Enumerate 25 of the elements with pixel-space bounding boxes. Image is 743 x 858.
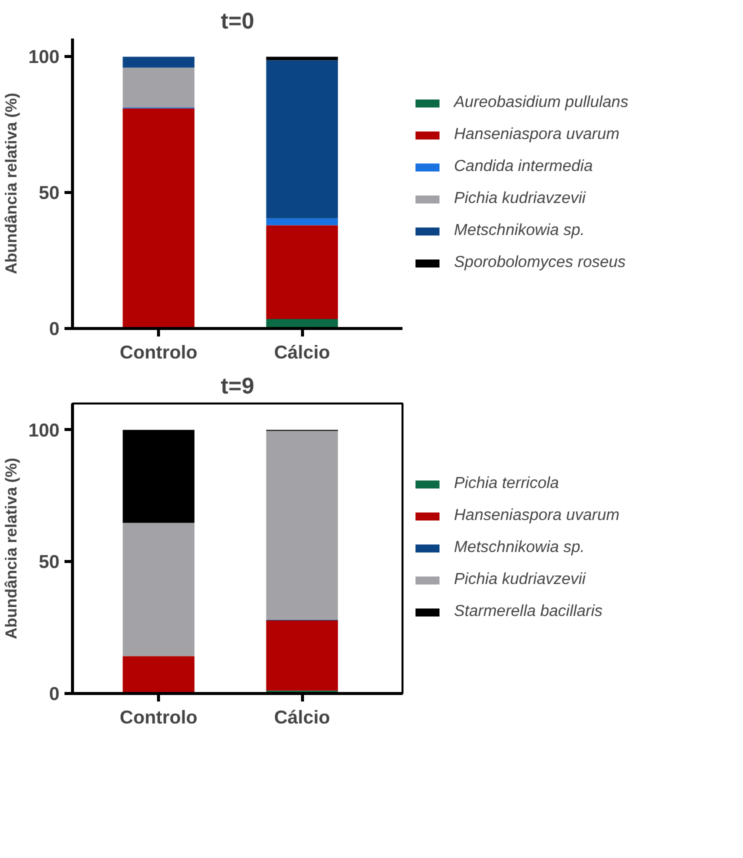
y-tick-label: 100: [28, 46, 60, 68]
legend-label: Metschnikowia sp.: [454, 222, 585, 240]
legend-label: Pichia terricola: [454, 475, 559, 493]
legend-label: Pichia kudriavzevii: [454, 571, 586, 589]
legend-label: Hanseniaspora uvarum: [454, 507, 620, 525]
legend-label: Sporobolomyces roseus: [454, 254, 626, 272]
x-tick-label: Cálcio: [274, 706, 330, 728]
x-tick-label: Controlo: [120, 342, 198, 362]
legend-label: Candida intermedia: [454, 158, 593, 176]
legend-label: Metschnikowia sp.: [454, 539, 585, 557]
x-tick-label: Controlo: [120, 706, 198, 728]
chart-title: t=0: [220, 8, 254, 34]
x-tick-label: Cálcio: [274, 342, 330, 362]
legend-label: Aureobasidium pullulans: [454, 94, 628, 112]
legend-label: Starmerella bacillaris: [454, 603, 602, 621]
y-tick-label: 0: [49, 683, 60, 704]
y-axis-title: Abundância relativa (%): [3, 458, 20, 640]
legend-label: Pichia kudriavzevii: [454, 190, 586, 208]
y-tick-label: 50: [38, 551, 60, 572]
y-tick-label: 100: [28, 419, 60, 440]
y-tick-label: 50: [38, 182, 60, 204]
legend-label: Hanseniaspora uvarum: [454, 126, 620, 144]
y-tick-label: 0: [49, 318, 60, 339]
chart-title: t=9: [220, 372, 254, 398]
y-axis-title: Abundância relativa (%): [3, 92, 20, 274]
